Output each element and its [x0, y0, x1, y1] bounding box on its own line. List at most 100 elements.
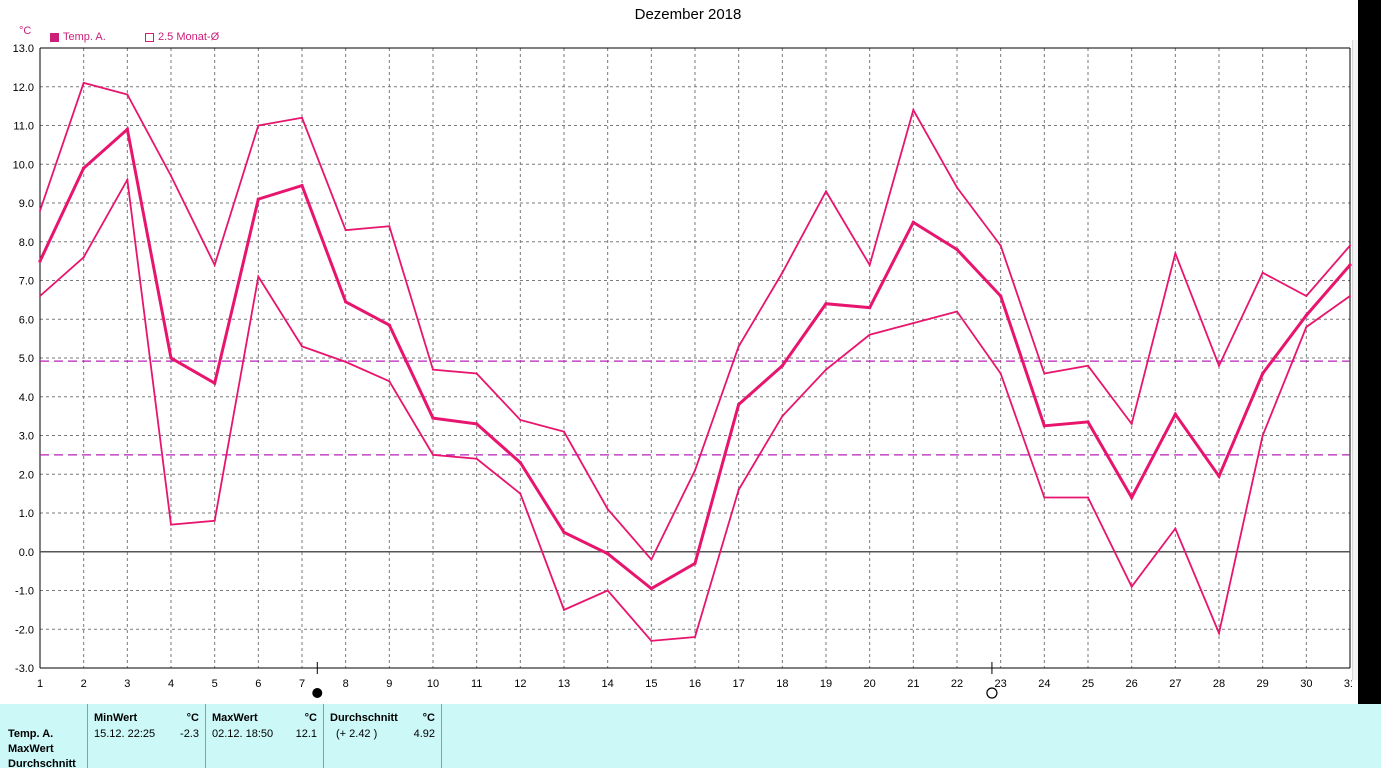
data-point-min [213, 519, 216, 522]
data-point-max [868, 264, 871, 266]
stats-row-label-temp: Temp. A. [8, 728, 54, 740]
data-point-max [344, 229, 347, 232]
data-point-mean [169, 356, 173, 360]
data-point-mean [1304, 313, 1308, 317]
data-point-mean [475, 422, 479, 426]
full-moon-icon [312, 688, 323, 698]
x-tick-label: 8 [343, 678, 349, 690]
data-point-min [563, 608, 565, 611]
x-tick-label: 1 [37, 678, 43, 690]
data-point-max [519, 419, 522, 421]
x-tick-label: 24 [1038, 678, 1050, 690]
x-tick-label: 11 [471, 678, 482, 690]
data-point-max [1043, 372, 1046, 375]
data-point-max [1261, 271, 1264, 274]
data-point-mean [300, 183, 304, 188]
data-point-mean [1086, 420, 1090, 424]
legend-item-average: 2.5 Monat-Ø [145, 31, 219, 43]
data-point-min [737, 488, 740, 491]
data-point-mean [737, 402, 741, 407]
data-point-min [606, 589, 609, 592]
data-point-min [1087, 496, 1089, 499]
data-point-min [956, 310, 958, 313]
x-tick-label: 12 [514, 678, 526, 690]
data-point-min [1043, 496, 1046, 499]
data-point-mean [213, 381, 217, 385]
data-point-mean [387, 323, 391, 327]
data-point-mean [1261, 371, 1265, 376]
x-tick-label: 2 [81, 678, 87, 690]
y-tick-label: 2.0 [19, 469, 34, 481]
y-tick-label: 7.0 [19, 276, 34, 288]
data-point-max [475, 372, 478, 375]
data-point-max [781, 271, 784, 274]
data-point-mean [1173, 412, 1177, 416]
data-point-mean [562, 530, 566, 534]
window-edge [1358, 0, 1381, 768]
data-point-min [432, 453, 434, 456]
data-point-min [388, 380, 391, 383]
y-tick-label: -1.0 [15, 586, 34, 598]
x-tick-label: 16 [689, 678, 701, 690]
data-point-max [999, 244, 1002, 247]
data-point-min [912, 322, 915, 325]
data-point-max [1087, 364, 1089, 367]
x-tick-label: 5 [212, 678, 218, 690]
x-tick-label: 26 [1126, 678, 1138, 690]
x-tick-label: 31 [1344, 678, 1352, 690]
stats-max-column: MaxWert °C 02.12. 18:50 12.1 [206, 704, 324, 768]
x-tick-label: 17 [733, 678, 745, 690]
data-point-max [82, 81, 85, 84]
y-tick-label: 4.0 [19, 392, 34, 404]
y-tick-label: 10.0 [13, 159, 34, 171]
data-point-mean [693, 561, 697, 565]
data-point-min [999, 372, 1002, 375]
vertical-scrollbar[interactable] [1352, 40, 1359, 680]
y-axis-unit: °C [19, 25, 32, 37]
max-unit: °C [304, 712, 317, 724]
data-point-min [301, 345, 303, 348]
data-point-mean [606, 552, 610, 556]
data-point-max [606, 508, 609, 511]
data-point-min [825, 368, 827, 371]
data-point-max [912, 109, 915, 111]
data-point-mean [1130, 495, 1134, 500]
data-point-mean [824, 302, 828, 306]
x-tick-label: 10 [427, 678, 439, 690]
x-tick-label: 22 [951, 678, 963, 690]
data-point-mean [955, 247, 959, 252]
x-tick-label: 30 [1300, 678, 1312, 690]
y-tick-label: -3.0 [15, 663, 34, 675]
y-tick-label: 13.0 [13, 43, 34, 55]
data-point-mean [125, 127, 129, 131]
average-header: Durchschnitt [330, 712, 398, 724]
data-point-max [170, 174, 172, 177]
data-point-mean [82, 166, 86, 170]
data-point-mean [868, 306, 872, 310]
statistics-panel: Temp. A. MaxWert Durchschnitt MinWert °C… [0, 704, 1381, 770]
data-point-mean [999, 294, 1003, 298]
x-tick-label: 25 [1082, 678, 1094, 690]
y-tick-label: 12.0 [13, 82, 34, 94]
max-header: MaxWert [212, 712, 258, 724]
y-tick-label: 5.0 [19, 353, 34, 365]
max-timestamp: 02.12. 18:50 [212, 728, 274, 740]
data-point-max [1130, 422, 1133, 425]
data-point-max [694, 469, 696, 472]
average-unit: °C [422, 712, 435, 724]
data-point-mean [780, 364, 784, 368]
min-header: MinWert [94, 712, 138, 724]
data-point-mean [518, 461, 522, 465]
data-point-min [82, 256, 85, 259]
x-tick-label: 29 [1257, 678, 1269, 690]
legend-item-temp: Temp. A. [50, 31, 106, 43]
data-point-min [1218, 632, 1220, 635]
data-point-min [1174, 527, 1177, 530]
data-point-min [126, 178, 129, 181]
data-point-max [126, 93, 129, 96]
y-tick-label: 8.0 [19, 237, 34, 249]
y-tick-label: -2.0 [15, 624, 34, 636]
x-tick-label: 20 [864, 678, 876, 690]
y-tick-label: 6.0 [19, 314, 34, 326]
data-point-mean [344, 300, 348, 304]
